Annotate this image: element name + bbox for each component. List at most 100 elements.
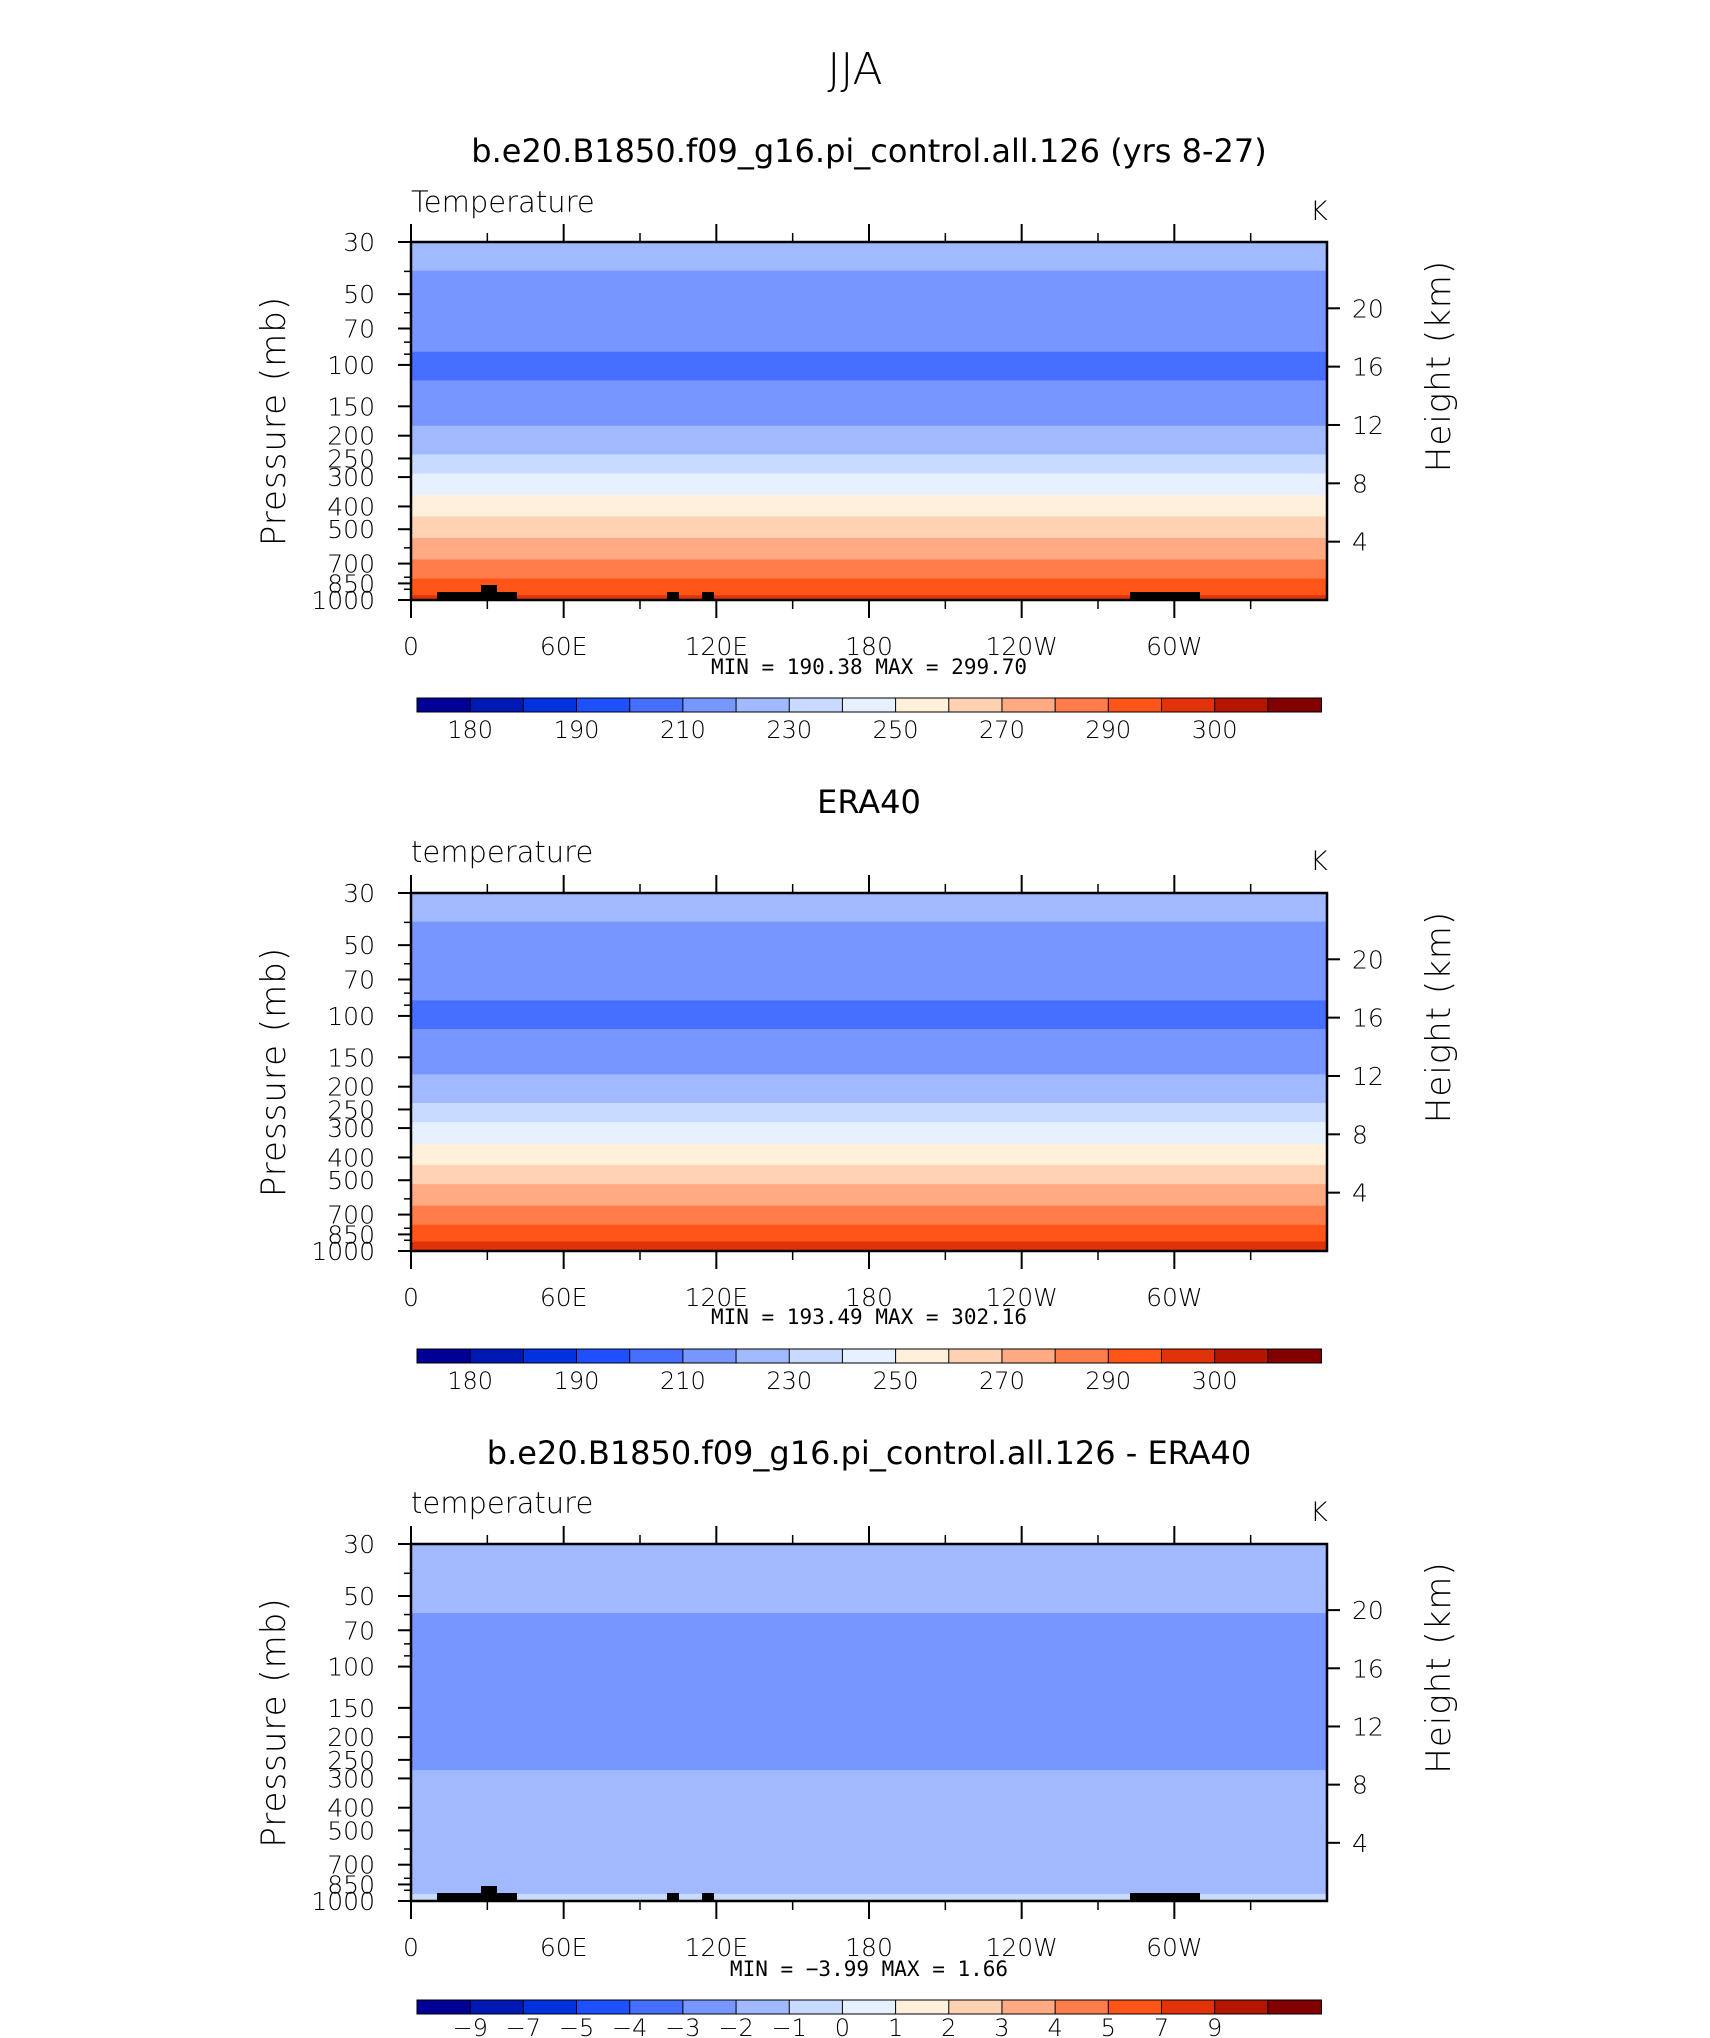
topography-block <box>497 592 517 600</box>
contour-band-18 <box>411 1586 1327 1590</box>
x-tick-label: 60W <box>1146 632 1203 661</box>
contour-band-54 <box>411 370 1327 374</box>
contour-band-44 <box>411 347 1327 350</box>
contour-band-46 <box>411 1653 1327 1657</box>
colorbar-label: −5 <box>559 2014 594 2038</box>
contour-band-91 <box>411 1110 1327 1114</box>
contour-band-68 <box>411 1705 1327 1709</box>
contour-band-86 <box>411 1748 1327 1752</box>
contour-band-129 <box>411 1200 1327 1204</box>
topography-block <box>667 592 679 600</box>
contour-band-88 <box>411 452 1327 456</box>
contour-band-147 <box>411 592 1327 596</box>
contour-band-64 <box>411 394 1327 398</box>
contour-band-66 <box>411 399 1327 403</box>
contour-band-83 <box>411 1741 1327 1745</box>
contour-band-3 <box>411 249 1327 253</box>
colorbar-swatch <box>1214 1999 1269 2015</box>
contour-band-140 <box>411 1877 1327 1881</box>
contour-band-49 <box>411 1660 1327 1664</box>
y2-tick-label: 4 <box>1352 528 1368 557</box>
contour-band-134 <box>411 1212 1327 1216</box>
contour-band-82 <box>411 1739 1327 1743</box>
colorbar-label: 7 <box>1154 2014 1169 2038</box>
contour-band-59 <box>411 1684 1327 1688</box>
contour-band-76 <box>411 1074 1327 1078</box>
y2-tick-label: 20 <box>1352 1596 1384 1625</box>
contour-band-26 <box>411 304 1327 308</box>
contour-band-17 <box>411 933 1327 937</box>
contour-band-48 <box>411 1658 1327 1662</box>
x-tick-label: 120W <box>985 1933 1057 1962</box>
contour-band-95 <box>411 1770 1327 1774</box>
contour-band-75 <box>411 1072 1327 1075</box>
contour-band-24 <box>411 1601 1327 1605</box>
contour-band-84 <box>411 442 1327 446</box>
contour-band-69 <box>411 1708 1327 1712</box>
contour-band-53 <box>411 368 1327 372</box>
contour-band-23 <box>411 1598 1327 1602</box>
colorbar-swatch <box>841 697 897 713</box>
contour-band-87 <box>411 1751 1327 1755</box>
x-tick-label: 0 <box>403 632 419 661</box>
contour-band-45 <box>411 1651 1327 1655</box>
contour-band-139 <box>411 1224 1327 1228</box>
y-tick-label: 100 <box>327 1653 375 1682</box>
colorbar-swatch <box>522 1348 578 1364</box>
contour-band-52 <box>411 366 1327 370</box>
contour-band-41 <box>411 339 1327 343</box>
contour-band-133 <box>411 559 1327 563</box>
colorbar-swatch <box>416 1999 472 2015</box>
contour-band-82 <box>411 1088 1327 1092</box>
y-tick-label: 850 <box>327 569 375 598</box>
contour-band-96 <box>411 1772 1327 1776</box>
contour-band-51 <box>411 1014 1327 1018</box>
colorbar-swatch <box>788 1999 844 2015</box>
colorbar-swatch <box>895 1348 950 1364</box>
colorbar-swatch <box>948 1348 1003 1364</box>
contour-band-103 <box>411 487 1327 491</box>
contour-band-135 <box>411 564 1327 568</box>
contour-band-45 <box>411 349 1327 353</box>
contour-band-2 <box>411 246 1327 250</box>
contour-band-131 <box>411 1205 1327 1209</box>
contour-band-48 <box>411 356 1327 360</box>
contour-band-138 <box>411 1872 1327 1876</box>
contour-band-114 <box>411 1165 1327 1169</box>
contour-band-139 <box>411 1874 1327 1878</box>
contour-band-56 <box>411 375 1327 379</box>
contour-band-7 <box>411 258 1327 262</box>
contour-band-43 <box>411 1646 1327 1650</box>
contour-band-26 <box>411 1605 1327 1609</box>
contour-band-118 <box>411 1824 1327 1828</box>
contour-band-40 <box>411 337 1327 341</box>
contour-band-66 <box>411 1701 1327 1705</box>
contour-band-101 <box>411 1134 1327 1138</box>
contour-bands <box>411 242 1327 601</box>
colorbar-swatch <box>576 1999 631 2015</box>
contour-band-109 <box>411 502 1327 506</box>
y-tick-label: 250 <box>327 1095 375 1124</box>
colorbar-swatch <box>1001 697 1057 713</box>
contour-band-34 <box>411 1624 1327 1628</box>
unit-label: K <box>1310 1497 1328 1528</box>
contour-band-59 <box>411 1033 1327 1037</box>
colorbar-label: −4 <box>612 2014 647 2038</box>
contour-band-129 <box>411 1851 1327 1854</box>
contour-band-85 <box>411 1095 1327 1099</box>
contour-band-64 <box>411 1696 1327 1700</box>
contour-band-35 <box>411 976 1327 980</box>
y-tick-label: 30 <box>343 228 375 257</box>
contour-band-99 <box>411 478 1327 482</box>
colorbar-swatch <box>895 1999 950 2015</box>
contour-band-136 <box>411 1867 1327 1871</box>
contour-band-51 <box>411 1665 1327 1669</box>
colorbar-swatch <box>469 1999 525 2015</box>
contour-band-17 <box>411 282 1327 286</box>
y-tick-label: 100 <box>327 351 375 380</box>
colorbar: −9 −7 −5 −4 −3 −2 −1 0 1 2 3 4 5 7 9 <box>416 1999 1322 2038</box>
contour-band-8 <box>411 912 1327 916</box>
y-tick-label: 500 <box>327 515 375 544</box>
